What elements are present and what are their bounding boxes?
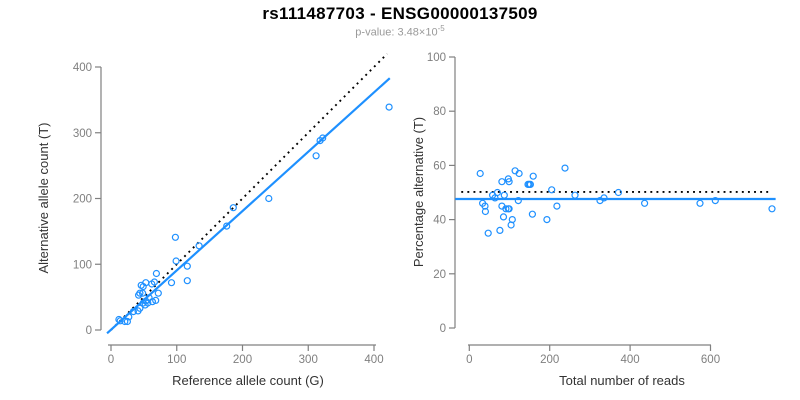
percentage-alternative-scatter: 0 20 40 60 80 100 0 200 400 600 Total number of re…: [411, 52, 776, 388]
data-point: [640, 199, 649, 207]
data-point: [711, 197, 719, 205]
x-tick-label: 300: [299, 354, 318, 366]
data-point: [500, 191, 508, 199]
data-point: [484, 229, 492, 237]
x-tick-label: 200: [540, 354, 559, 366]
data-point: [136, 304, 144, 312]
y-tick-label: 0: [440, 323, 446, 335]
data-point: [385, 103, 393, 111]
data-point: [529, 172, 537, 180]
data-point: [116, 317, 124, 325]
data-point: [152, 269, 160, 278]
data-point: [614, 188, 623, 197]
x-axis-title: Reference allele count (G): [172, 373, 324, 388]
data-point: [505, 205, 513, 213]
y-tick-label: 100: [427, 52, 446, 64]
allele-count-scatter: 0 100 200 300 400 0 100 200 300 400 Reference alle…: [36, 53, 393, 388]
data-point: [571, 191, 579, 199]
x-tick-label: 200: [233, 354, 252, 366]
y-tick-label: 20: [433, 269, 446, 281]
data-point: [123, 317, 132, 326]
x-tick-label: 0: [108, 354, 114, 366]
y-tick-label: 40: [433, 215, 446, 227]
data-point: [172, 257, 180, 265]
y-tick-label: 400: [73, 62, 92, 74]
p-value-subtitle: p-value: 3.48×10-5: [0, 24, 800, 39]
data-point: [493, 188, 501, 197]
data-point: [150, 278, 158, 286]
y-axis-title: Alternative allele count (T): [36, 122, 51, 273]
data-point: [229, 204, 237, 212]
data-point: [553, 202, 561, 210]
x-tick-label: 400: [621, 354, 640, 366]
data-point: [223, 222, 231, 230]
data-point: [265, 194, 273, 203]
data-point: [312, 152, 320, 160]
data-point: [136, 289, 144, 297]
data-point: [496, 226, 504, 234]
y-tick-label: 0: [86, 325, 92, 337]
data-point: [476, 169, 484, 178]
data-point: [508, 216, 516, 224]
data-point: [319, 134, 327, 142]
data-point: [121, 317, 129, 326]
data-point: [129, 308, 137, 316]
data-point: [514, 197, 522, 205]
data-point: [481, 207, 489, 216]
data-point: [515, 169, 523, 178]
x-tick-label: 600: [701, 354, 720, 366]
data-point: [499, 213, 508, 221]
p-value-text: p-value: 3.48×10: [355, 26, 438, 39]
x-axis-title: Total number of reads: [559, 373, 685, 388]
data-point: [171, 233, 179, 241]
x-tick-label: 100: [167, 354, 186, 366]
y-tick-label: 300: [73, 128, 92, 140]
data-point: [125, 313, 133, 321]
data-point: [561, 164, 569, 172]
identity-line: [110, 53, 388, 331]
data-point: [548, 186, 556, 194]
figure-title: rs111487703 - ENSG00000137509: [262, 4, 538, 23]
data-point: [154, 289, 162, 297]
data-point: [183, 277, 191, 285]
data-point: [526, 180, 535, 188]
data-point: [528, 210, 537, 218]
y-tick-label: 80: [433, 106, 446, 118]
y-tick-label: 200: [73, 194, 92, 206]
x-tick-label: 400: [364, 354, 383, 366]
data-point: [543, 216, 551, 224]
p-value-exponent: -5: [437, 24, 445, 33]
data-point: [195, 242, 203, 250]
data-point: [502, 205, 510, 213]
x-tick-label: 0: [466, 354, 472, 366]
y-tick-label: 60: [433, 160, 446, 172]
data-point: [768, 205, 776, 213]
data-point: [148, 298, 156, 306]
data-point: [183, 262, 191, 270]
data-point: [152, 296, 160, 304]
data-point: [498, 178, 506, 186]
y-axis-title: Percentage alternative (T): [411, 117, 426, 267]
data-point: [139, 289, 147, 297]
data-point: [505, 178, 513, 186]
fit-line: [106, 77, 391, 335]
data-point: [600, 194, 608, 202]
data-point: [167, 279, 176, 287]
data-point: [696, 199, 704, 207]
y-tick-label: 100: [73, 259, 92, 271]
